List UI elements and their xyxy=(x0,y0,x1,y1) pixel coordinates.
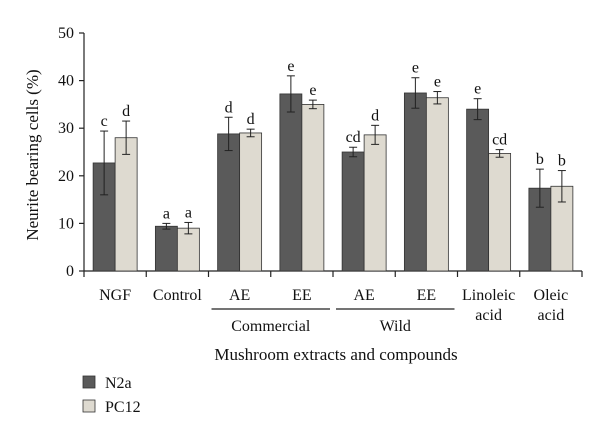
error-bars xyxy=(100,75,566,235)
x-tick-label: acid xyxy=(538,307,565,324)
bar-pc12-4 xyxy=(363,134,387,272)
bar-pc12-2 xyxy=(239,132,263,272)
x-axis xyxy=(83,270,583,277)
y-axis: 0 10 20 30 40 50 xyxy=(58,25,85,280)
x-axis-title: Mushroom extracts and compounds xyxy=(214,345,457,364)
significance-label: e xyxy=(434,74,441,91)
x-tick-label: EE xyxy=(417,287,437,304)
bar-n2a-5 xyxy=(403,92,427,272)
significance-label: a xyxy=(163,205,170,222)
significance-label: e xyxy=(309,82,316,99)
legend-swatch-n2a xyxy=(82,375,96,389)
significance-label: b xyxy=(558,153,566,170)
significance-label: a xyxy=(185,204,192,221)
x-tick-label: Oleic xyxy=(534,287,569,304)
bar-n2a-2 xyxy=(217,133,241,272)
bar-n2a-1 xyxy=(154,225,178,272)
significance-label: d xyxy=(122,103,130,120)
bar-pc12-3 xyxy=(301,104,325,272)
x-tick-label: Control xyxy=(153,287,202,304)
legend-label-n2a: N2a xyxy=(105,375,132,392)
group-label-commercial: Commercial xyxy=(231,318,311,335)
y-tick-label: 50 xyxy=(58,25,74,42)
significance-label: cd xyxy=(346,129,361,146)
bar-pc12-0 xyxy=(114,137,138,272)
significance-label: e xyxy=(412,60,419,77)
significance-label: b xyxy=(536,151,544,168)
bar-pc12-5 xyxy=(425,97,449,272)
category-labels: NGF Control AE EE AE EE Linoleic acid Oleic acid xyxy=(99,287,568,324)
bar-n2a-4 xyxy=(341,151,365,272)
legend-swatch-pc12 xyxy=(82,399,96,413)
bar-n2a-3 xyxy=(279,93,303,272)
bar-pc12-6 xyxy=(488,153,512,272)
y-tick-label: 20 xyxy=(58,168,74,185)
x-tick-label: acid xyxy=(475,307,502,324)
x-tick-label: AE xyxy=(229,287,250,304)
group-labels: Commercial Wild xyxy=(211,308,455,335)
y-axis-title: Neurite bearing cells (%) xyxy=(23,69,42,240)
bar-pc12-1 xyxy=(176,227,200,272)
legend-label-pc12: PC12 xyxy=(105,399,141,416)
significance-label: e xyxy=(474,81,481,98)
significance-label: d xyxy=(247,111,255,128)
x-tick-label: AE xyxy=(353,287,374,304)
significance-label: d xyxy=(371,107,379,124)
bars xyxy=(92,92,574,272)
x-tick-label: NGF xyxy=(99,287,131,304)
significance-label: cd xyxy=(492,132,507,149)
y-tick-label: 40 xyxy=(58,73,74,90)
x-tick-label: EE xyxy=(292,287,312,304)
significance-label: d xyxy=(225,99,233,116)
x-tick-label: Linoleic xyxy=(462,287,515,304)
group-label-wild: Wild xyxy=(380,318,411,335)
legend: N2a PC12 xyxy=(82,375,141,416)
bar-n2a-6 xyxy=(466,108,490,272)
y-tick-label: 0 xyxy=(66,263,74,280)
significance-label: c xyxy=(101,113,108,130)
y-tick-label: 30 xyxy=(58,120,74,137)
y-tick-label: 10 xyxy=(58,215,74,232)
significance-label: e xyxy=(287,58,294,75)
